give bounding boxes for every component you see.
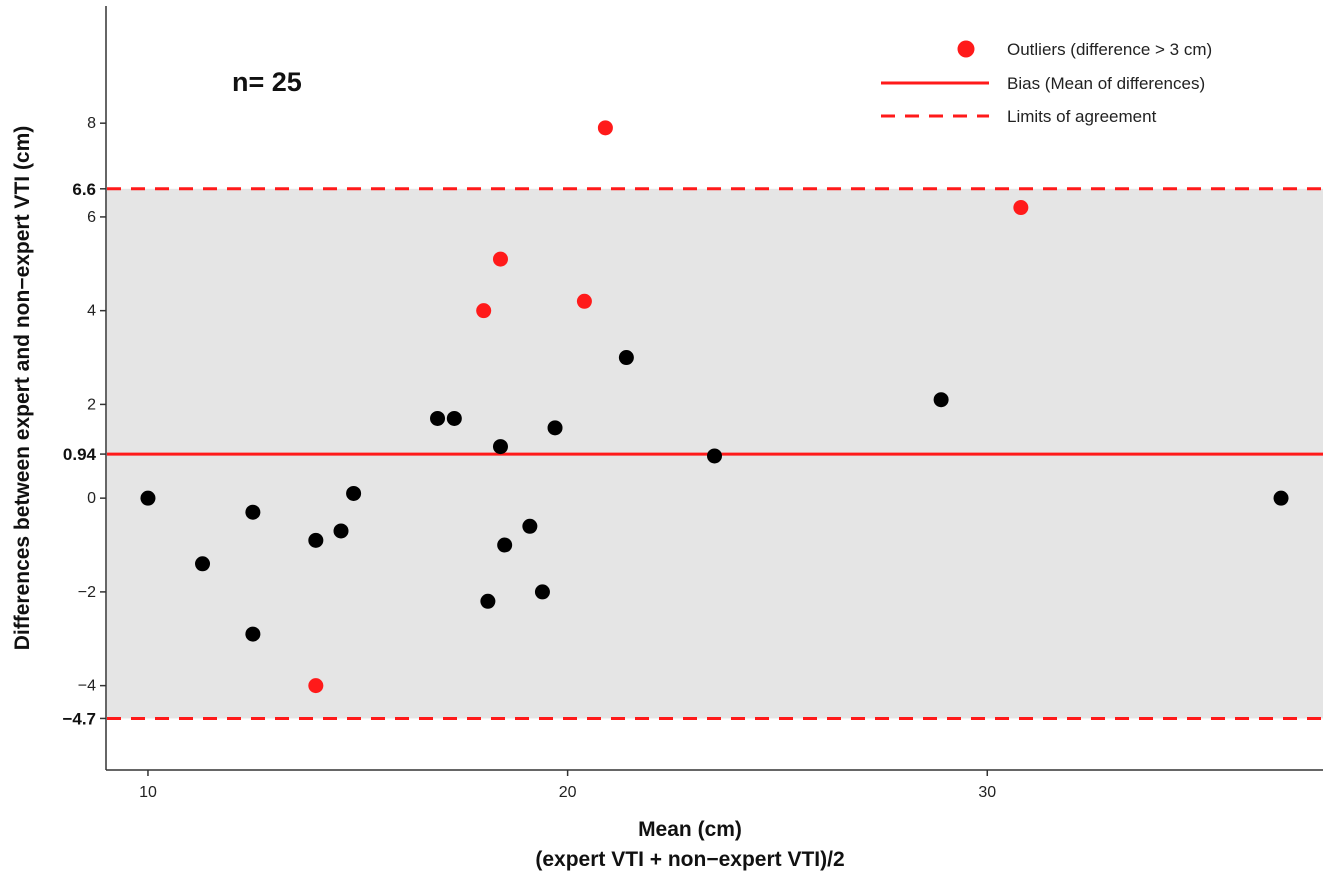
- legend-limits-label: Limits of agreement: [1007, 107, 1157, 126]
- data-point: [492, 439, 508, 455]
- y-tick-label: −2: [78, 584, 96, 601]
- y-tick-label: −4: [78, 678, 96, 695]
- axes: [105, 6, 1323, 771]
- data-point: [1273, 490, 1289, 506]
- n-annotation: n= 25: [232, 67, 302, 97]
- x-axis-title: Mean (cm): [638, 818, 742, 841]
- x-tick-label: 10: [139, 784, 157, 801]
- data-point: [933, 392, 949, 408]
- data-point: [346, 485, 362, 501]
- data-point: [480, 593, 496, 609]
- outlier-point: [1013, 200, 1029, 216]
- data-point: [618, 350, 634, 366]
- y-tick-label: 6: [87, 209, 96, 226]
- x-tick-label: 20: [559, 784, 577, 801]
- y-tick-label: 4: [87, 303, 96, 320]
- x-tick-label: 30: [978, 784, 996, 801]
- data-point: [446, 410, 462, 426]
- outlier-point: [308, 678, 324, 694]
- data-point: [308, 532, 324, 548]
- outlier-point: [492, 251, 508, 267]
- data-point: [707, 448, 722, 464]
- legend-bias-label: Bias (Mean of differences): [1007, 74, 1205, 93]
- y-axis-title: Differences between expert and non−exper…: [11, 126, 34, 651]
- legend-outlier-marker: [957, 40, 975, 58]
- outlier-point: [476, 303, 492, 319]
- y-tick-label: 2: [87, 396, 96, 413]
- upper-limit-value-label: 6.6: [72, 180, 96, 199]
- data-point: [497, 537, 513, 553]
- plot-area: [107, 120, 1323, 720]
- data-point: [245, 504, 261, 520]
- data-point: [245, 626, 261, 642]
- outlier-point: [597, 120, 613, 136]
- y-tick-label: 8: [87, 115, 96, 132]
- legend: Outliers (difference > 3 cm) Bias (Mean …: [881, 40, 1212, 126]
- data-point: [195, 556, 211, 572]
- data-point: [430, 410, 446, 426]
- ticks: −4 −2 0 2 4 6 8 0.94 6.6 −4.7 10 20 30: [62, 115, 996, 801]
- bias-value-label: 0.94: [63, 445, 97, 464]
- data-point: [547, 420, 563, 436]
- lower-limit-value-label: −4.7: [62, 709, 96, 728]
- data-point: [534, 584, 550, 600]
- data-point: [333, 523, 349, 539]
- data-point: [522, 518, 538, 534]
- x-axis-subtitle: (expert VTI + non−expert VTI)/2: [535, 848, 844, 871]
- legend-outliers-label: Outliers (difference > 3 cm): [1007, 40, 1212, 59]
- outlier-point: [576, 293, 592, 309]
- data-point: [140, 490, 156, 506]
- y-tick-label: 0: [87, 490, 96, 507]
